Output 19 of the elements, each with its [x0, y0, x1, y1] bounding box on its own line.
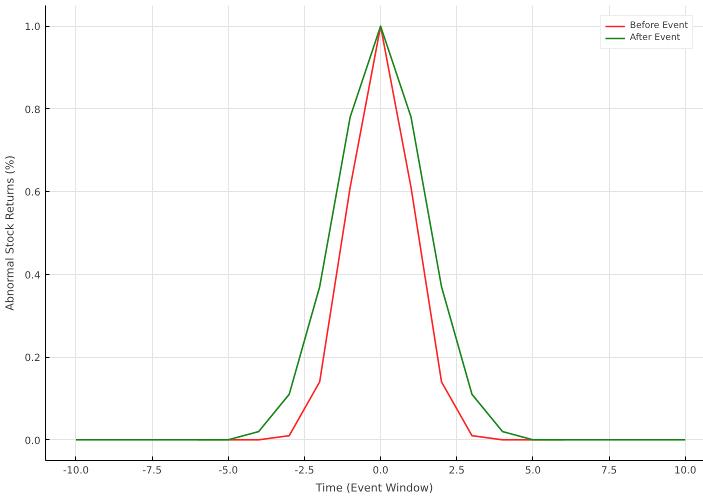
y-tick-label: 0.6: [24, 188, 41, 199]
legend-label: After Event: [630, 32, 680, 44]
x-tick-label: 5.0: [524, 466, 541, 476]
x-tick-label: 10.0: [674, 466, 696, 476]
y-tick-label: 0.8: [24, 104, 41, 116]
legend-label: Before Event: [630, 20, 688, 32]
x-tick-label: -10.0: [63, 466, 89, 476]
y-axis-title: Abnormal Stock Returns (%): [4, 155, 17, 311]
x-tick-label: -2.5: [294, 466, 314, 476]
x-tick-label: -5.0: [218, 466, 238, 476]
x-tick-label: -7.5: [142, 466, 162, 476]
y-tick-label: 0.4: [24, 270, 41, 282]
x-tick-label: 2.5: [448, 466, 465, 476]
y-tick-label: 0.2: [24, 353, 41, 364]
y-tick-label: 1.0: [24, 22, 41, 34]
y-tick-label: 0.0: [24, 436, 41, 447]
x-axis-title: Time (Event Window): [314, 482, 434, 494]
x-tick-label: 7.5: [601, 466, 618, 476]
x-tick-label: 0.0: [372, 466, 389, 476]
